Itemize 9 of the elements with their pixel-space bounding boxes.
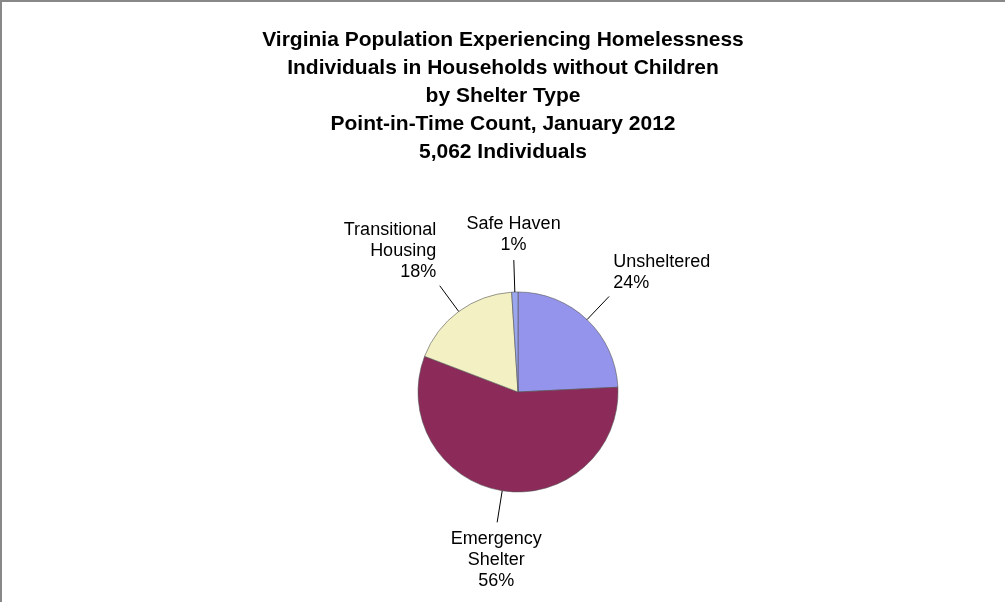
slice-label: Emergency Shelter: [450, 528, 542, 570]
data-label: 24%: [613, 272, 650, 293]
data-label: 18%: [400, 260, 437, 281]
slice-label: Transitional Housing: [343, 218, 437, 260]
slice-label: Unsheltered: [613, 251, 711, 272]
chart-title: Virginia Population Experiencing Homelessness Individuals in Households without Children by Shelter Type Point-in-Time Count, January 2012 5,062 Individuals: [262, 27, 744, 162]
data-label: 1%: [500, 234, 527, 255]
data-label: 56%: [478, 570, 515, 591]
slice-label: Safe Haven: [466, 213, 561, 234]
